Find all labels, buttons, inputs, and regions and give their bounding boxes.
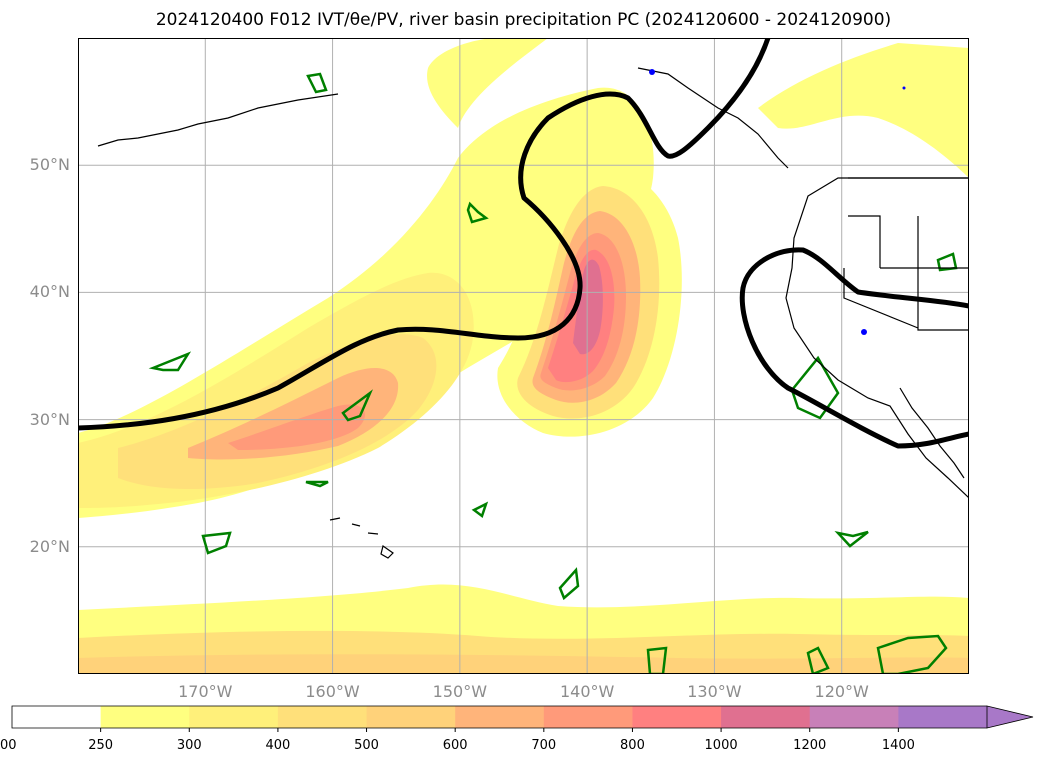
pv-contour: [148, 351, 192, 372]
hawaii: [329, 517, 394, 559]
colorbar-extend-arrow: [986, 705, 1034, 729]
chart-title: 2024120400 F012 IVT/θe/PV, river basin p…: [155, 10, 892, 30]
colorbar-segment: [366, 706, 456, 728]
colorbar-tick-label: 1400: [881, 738, 915, 753]
precip-markers: [649, 69, 906, 335]
baja-coast: [899, 387, 965, 479]
precip-point: [861, 329, 867, 335]
coastlines: [97, 67, 969, 559]
pv-contour: [646, 646, 668, 674]
precip-point: [902, 86, 906, 90]
colorbar-tick-label: 1000: [704, 738, 738, 753]
map-frame: [78, 38, 969, 674]
pv-contour: [466, 201, 489, 224]
pv-contour: [471, 501, 489, 519]
colorbar-tick-label: 250: [88, 738, 114, 753]
pv-contour: [806, 646, 830, 674]
lat-tick-label: 40°N: [29, 282, 70, 302]
lon-tick-label: 150°W: [432, 682, 488, 701]
colorbar-segment: [632, 706, 722, 728]
pv-contour: [876, 634, 948, 674]
colorbar: [11, 705, 1034, 732]
lon-tick-label: 170°W: [178, 682, 233, 701]
pv-contour: [305, 480, 329, 488]
pv-contour: [790, 355, 840, 420]
lat-tick-label: 20°N: [29, 536, 70, 556]
pv-contour: [834, 530, 869, 548]
lon-tick-label: 120°W: [814, 682, 869, 701]
state-borders: [843, 215, 969, 331]
pv-contour: [201, 531, 232, 555]
colorbar-segment: [455, 706, 545, 728]
pv-contour: [558, 567, 580, 601]
pv-contours: [148, 72, 958, 674]
pv-contour: [341, 389, 374, 422]
coastline-aleutians: [97, 93, 339, 147]
colorbar-segment: [721, 706, 811, 728]
lon-tick-label: 130°W: [687, 682, 742, 701]
colorbar-tick-label: 400: [265, 738, 291, 753]
colorbar-segment: [543, 706, 633, 728]
colorbar-segment: [100, 706, 190, 728]
ivt-contours: [78, 38, 969, 449]
colorbar-segment: [809, 706, 899, 728]
ivt-band-south-core: [78, 654, 969, 674]
ivt-plume-central-core: [228, 404, 366, 450]
lat-tick-label: 50°N: [29, 155, 70, 175]
lon-tick-label: 140°W: [559, 682, 615, 701]
coastline-alaska: [637, 67, 789, 169]
lat-tick-label: 30°N: [29, 409, 70, 429]
lon-tick-label: 160°W: [305, 682, 360, 701]
ivt-contour-east: [739, 247, 969, 449]
colorbar-tick-label: 1600: [0, 738, 17, 753]
colorbar-frame: [11, 705, 987, 729]
colorbar-tick-label: 1200: [793, 738, 827, 753]
ivt-shading: [78, 38, 969, 674]
ivt-band-ne: [758, 43, 969, 178]
precip-point: [649, 69, 655, 75]
colorbar-segment: [898, 706, 988, 728]
ivt-contour-main: [78, 38, 771, 431]
coastline-north-america: [785, 177, 969, 499]
colorbar-segment: [189, 706, 279, 728]
colorbar-segment: [277, 706, 368, 728]
ivt-band-ne-gulf: [427, 38, 548, 128]
colorbar-tick-label: 500: [354, 738, 379, 753]
colorbar-tick-label: 600: [442, 738, 468, 753]
ivt-plume-ne-max: [573, 259, 603, 355]
colorbar-tick-label: 300: [176, 738, 202, 753]
colorbar-tick-label: 800: [620, 738, 645, 753]
ivt-plume-central-l4: [188, 368, 399, 460]
colorbar-tick-label: 700: [531, 738, 557, 753]
pv-contour: [306, 72, 328, 94]
map-panel: [78, 38, 969, 674]
colorbar-segment: [12, 706, 102, 728]
